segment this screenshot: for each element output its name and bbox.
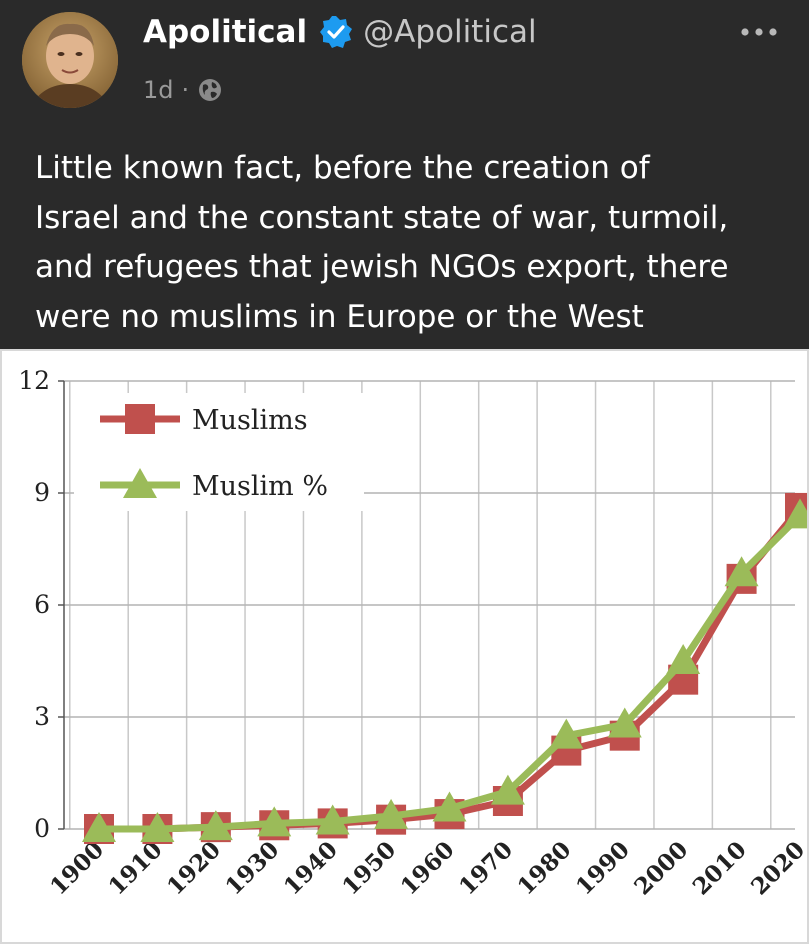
x-tick-label: 2010 xyxy=(687,836,751,900)
x-tick-label: 2000 xyxy=(629,836,693,900)
post-age[interactable]: 1d xyxy=(143,76,174,104)
data-point-muslim-pct xyxy=(140,812,175,842)
x-tick-label: 2020 xyxy=(746,836,807,900)
data-point-muslim-pct xyxy=(315,804,350,835)
post-text-line: Israel and the constant state of war, tu… xyxy=(35,199,729,236)
data-point-muslim-pct xyxy=(82,812,116,842)
post-text-line: and refugees that jewish NGOs export, th… xyxy=(35,249,729,285)
x-tick-label: 1950 xyxy=(337,836,401,900)
post-text: Little known fact, before the creation o… xyxy=(35,144,795,342)
data-point-muslim-pct xyxy=(198,810,233,841)
legend-box xyxy=(74,393,364,511)
more-horizontal-icon[interactable] xyxy=(735,22,785,42)
y-tick-label: 3 xyxy=(34,702,50,731)
legend-marker-triangle xyxy=(123,468,157,498)
y-tick-label: 12 xyxy=(18,366,50,395)
author-handle[interactable]: @Apolitical xyxy=(363,14,537,50)
post-meta: 1d · xyxy=(143,76,223,104)
legend-label: Muslims xyxy=(192,405,308,436)
x-tick-label: 1900 xyxy=(45,836,109,900)
x-tick-label: 1930 xyxy=(220,836,284,900)
chart-image[interactable]: 0 3 6 9 12 1900 1910 1920 1930 1940 1950 1960 1970 19… xyxy=(0,349,809,944)
data-point-muslim-pct xyxy=(724,556,759,587)
avatar-portrait-icon xyxy=(22,12,118,108)
line-chart: 0369121900191019201930194019501960197019… xyxy=(18,366,807,901)
avatar[interactable] xyxy=(22,12,118,108)
post-header: Apolitical @Apolitical 1d · xyxy=(0,0,809,130)
y-tick-label: 9 xyxy=(34,478,50,507)
x-tick-label: 1910 xyxy=(103,836,167,900)
legend-label: Muslim % xyxy=(192,471,328,502)
legend-marker-square xyxy=(125,404,155,434)
x-tick-label: 1960 xyxy=(395,836,459,900)
y-tick-label: 0 xyxy=(34,814,50,843)
author-name[interactable]: Apolitical xyxy=(143,14,308,50)
verified-badge-icon xyxy=(319,15,353,49)
post-text-line: Little known fact, before the creation o… xyxy=(35,150,650,186)
x-tick-label: 1990 xyxy=(571,836,635,900)
data-point-muslim-pct xyxy=(490,774,525,805)
data-point-muslim-pct xyxy=(432,791,467,822)
meta-separator: · xyxy=(181,76,190,104)
post-text-line: were no muslims in Europe or the West xyxy=(35,298,644,335)
x-tick-label: 1920 xyxy=(162,836,226,900)
globe-icon xyxy=(197,77,223,103)
x-tick-label: 1980 xyxy=(512,836,576,900)
author-line: Apolitical @Apolitical xyxy=(143,14,537,50)
data-point-muslim-pct xyxy=(783,498,807,529)
data-point-muslim-pct xyxy=(549,718,584,749)
data-point-muslim-pct xyxy=(607,707,642,738)
x-tick-label: 1940 xyxy=(279,836,343,900)
data-point-muslim-pct xyxy=(666,644,701,674)
data-point-muslim-pct xyxy=(374,798,409,829)
data-point-muslim-pct xyxy=(257,806,292,837)
y-tick-label: 6 xyxy=(34,590,50,619)
x-tick-label: 1970 xyxy=(454,836,518,900)
